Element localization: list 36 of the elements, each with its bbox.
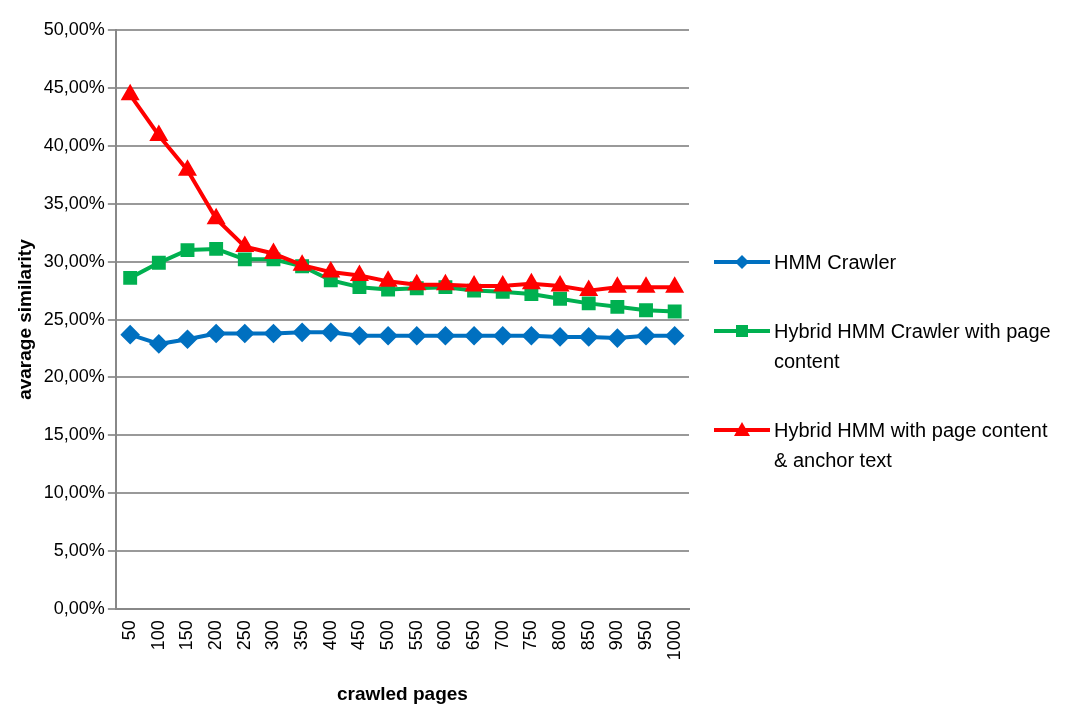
x-tick-label: 900 <box>606 620 627 651</box>
x-tick-label: 50 <box>119 620 140 641</box>
x-tick-label: 200 <box>205 620 226 651</box>
y-tick-label: 40,00% <box>43 134 105 155</box>
y-axis-title: avarage similarity <box>13 238 35 400</box>
x-tick-label: 700 <box>491 620 512 651</box>
x-tick-label: 650 <box>463 620 484 651</box>
legend-label: Hybrid HMM Crawler with page content <box>774 319 1052 374</box>
y-tick-label: 50,00% <box>43 18 105 39</box>
x-tick-label: 450 <box>348 620 369 651</box>
y-tick-label: 15,00% <box>43 424 105 445</box>
x-tick-label: 500 <box>377 620 398 651</box>
y-tick-label: 10,00% <box>43 482 105 503</box>
x-tick-label: 750 <box>520 620 541 651</box>
x-tick-label: 600 <box>434 620 455 651</box>
x-tick-label: 300 <box>262 620 283 651</box>
x-tick-label: 350 <box>291 620 312 651</box>
x-tick-label: 850 <box>577 620 598 651</box>
x-tick-label: 800 <box>549 620 570 651</box>
y-tick-label: 35,00% <box>43 192 105 213</box>
x-tick-label: 150 <box>176 620 197 651</box>
y-tick-label: 5,00% <box>53 540 105 561</box>
x-axis-title: crawled pages <box>336 682 468 704</box>
y-tick-label: 45,00% <box>43 76 105 97</box>
y-tick-label: 20,00% <box>43 366 105 387</box>
x-tick-label: 400 <box>319 620 340 651</box>
x-tick-label: 100 <box>147 620 168 651</box>
x-tick-label: 250 <box>233 620 254 651</box>
x-tick-label: 550 <box>405 620 426 651</box>
legend-label: HMM Crawler <box>774 250 897 275</box>
legend-label: Hybrid HMM with page content & anchor text <box>774 418 1049 473</box>
y-tick-label: 0,00% <box>53 598 105 619</box>
x-tick-label: 950 <box>634 620 655 651</box>
x-tick-label: 1000 <box>663 620 684 661</box>
y-tick-label: 25,00% <box>43 308 105 329</box>
y-tick-label: 30,00% <box>43 250 105 271</box>
